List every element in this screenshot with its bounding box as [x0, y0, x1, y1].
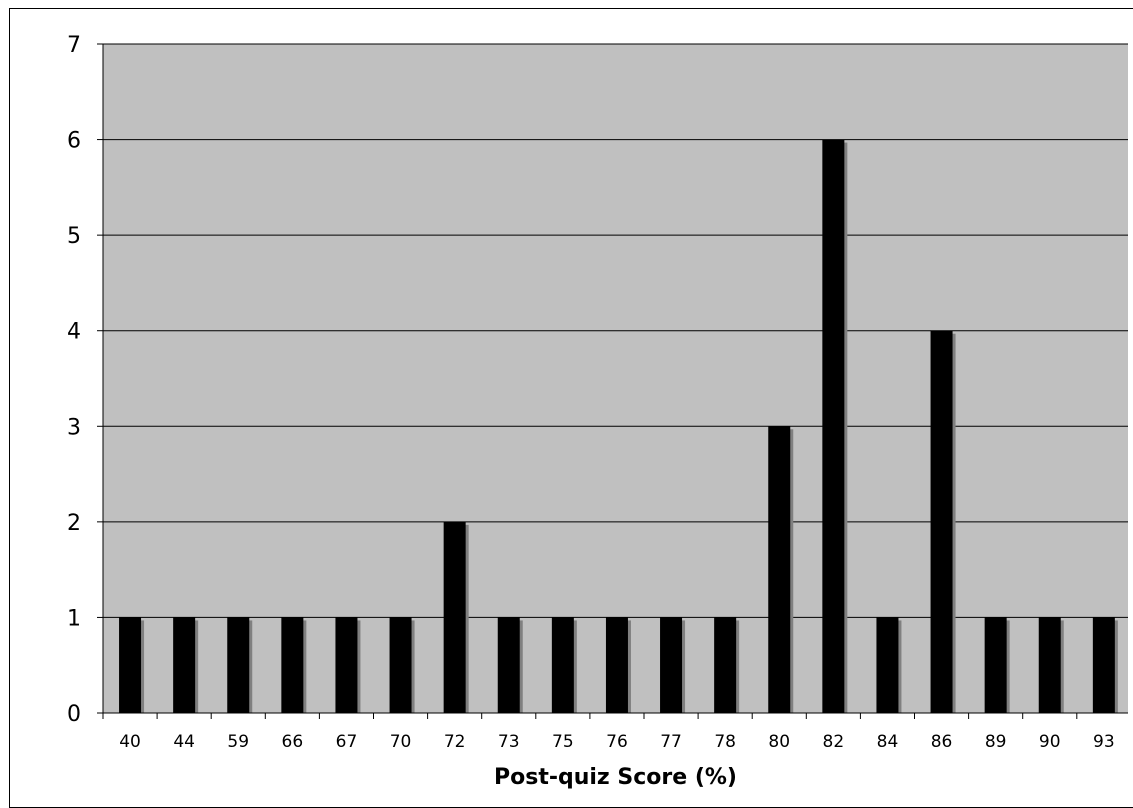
y-tick-label: 3 — [67, 415, 81, 440]
bar-93 — [1092, 617, 1115, 713]
axes — [102, 44, 1128, 714]
x-tick-label: 59 — [227, 732, 249, 752]
x-tick-label: 76 — [606, 732, 628, 752]
bar-84 — [876, 617, 899, 713]
x-axis-ticks: 40 44 59 66 67 70 72 73 75 76 77 78 80 82 84 86 89 90 93 — [102, 713, 1115, 752]
bars — [119, 139, 1118, 714]
x-tick-label: 86 — [931, 732, 953, 752]
x-tick-label: 77 — [660, 732, 682, 752]
bar-80 — [768, 426, 791, 713]
bar-66 — [281, 617, 304, 713]
y-tick-label: 7 — [67, 33, 81, 58]
x-tick-label: 80 — [768, 732, 790, 752]
bar-72 — [443, 521, 466, 713]
bar-73 — [497, 617, 520, 713]
x-tick-label: 93 — [1093, 732, 1115, 752]
x-tick-label: 82 — [823, 732, 845, 752]
bar-40 — [119, 617, 142, 713]
x-tick-label: 84 — [877, 732, 899, 752]
bar-82 — [822, 139, 845, 714]
y-tick-label: 2 — [67, 511, 81, 536]
bar-59 — [227, 617, 250, 713]
x-axis-title: Post-quiz Score (%) — [494, 765, 737, 790]
y-tick-label: 6 — [67, 129, 81, 154]
plot-area — [103, 44, 1128, 713]
bar-86 — [930, 330, 953, 713]
x-tick-label: 78 — [714, 732, 736, 752]
x-tick-label: 73 — [498, 732, 520, 752]
x-tick-label: 89 — [985, 732, 1007, 752]
bar-78 — [714, 617, 737, 713]
x-tick-label: 44 — [173, 732, 195, 752]
y-tick-label: 4 — [67, 320, 81, 345]
y-axis-ticks: 0 1 2 3 4 5 6 7 — [67, 33, 103, 727]
bar-89 — [984, 617, 1007, 713]
bar-44 — [173, 617, 196, 713]
y-tick-label: 0 — [67, 702, 81, 727]
bar-90 — [1038, 617, 1061, 713]
x-tick-label: 90 — [1039, 732, 1061, 752]
x-tick-label: 70 — [390, 732, 412, 752]
x-tick-label: 40 — [119, 732, 141, 752]
bar-70 — [389, 617, 412, 713]
bar-76 — [605, 617, 628, 713]
bar-77 — [660, 617, 683, 713]
x-tick-label: 75 — [552, 732, 574, 752]
x-tick-label: 72 — [444, 732, 466, 752]
y-tick-label: 1 — [67, 606, 81, 631]
bar-75 — [551, 617, 574, 713]
x-tick-label: 67 — [336, 732, 358, 752]
x-tick-label: 66 — [282, 732, 304, 752]
bar-67 — [335, 617, 358, 713]
y-tick-label: 5 — [67, 224, 81, 249]
